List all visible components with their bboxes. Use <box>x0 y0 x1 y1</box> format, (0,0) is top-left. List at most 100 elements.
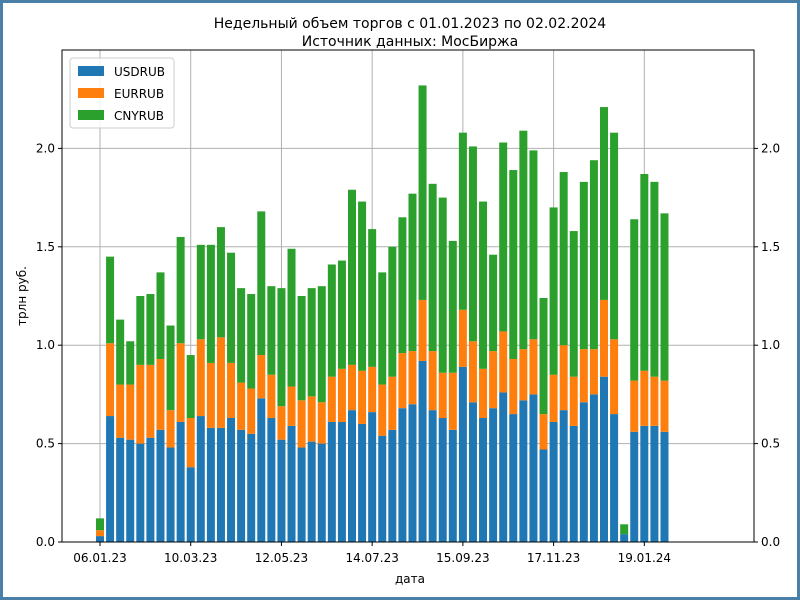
bar-cnyrub-32 <box>418 85 427 300</box>
x-tick-label: 12.05.23 <box>255 551 308 565</box>
bar-usdrub-32 <box>418 360 427 542</box>
bar-usdrub-52 <box>620 534 629 542</box>
bar-eurrub-44 <box>539 414 548 450</box>
y-tick-label-left: 0.5 <box>36 437 55 451</box>
bar-eurrub-41 <box>509 358 518 415</box>
bar-usdrub-28 <box>378 435 387 542</box>
bar-cnyrub-30 <box>398 217 407 354</box>
bar-cnyrub-24 <box>337 260 346 369</box>
bar-eurrub-35 <box>448 372 457 430</box>
legend-label-cnyrub: CNYRUB <box>114 109 164 123</box>
bar-cnyrub-25 <box>348 189 356 365</box>
bar-eurrub-18 <box>277 406 286 440</box>
bar-cnyrub-41 <box>509 170 518 359</box>
bar-eurrub-29 <box>388 376 397 430</box>
bar-usdrub-53 <box>630 431 639 542</box>
bar-eurrub-36 <box>458 309 467 367</box>
bar-usdrub-23 <box>327 421 336 542</box>
bar-usdrub-22 <box>317 443 326 542</box>
bar-eurrub-37 <box>468 341 477 403</box>
bar-eurrub-26 <box>358 370 367 424</box>
bar-eurrub-12 <box>216 337 225 428</box>
bar-cnyrub-31 <box>408 193 417 352</box>
bar-usdrub-41 <box>509 414 518 542</box>
y-tick-label-left: 1.0 <box>36 338 55 352</box>
legend-swatch-cnyrub <box>78 110 104 120</box>
y-tick-label-left: 2.0 <box>36 141 55 155</box>
x-axis-label: дата <box>395 572 425 586</box>
bar-cnyrub-55 <box>650 181 659 377</box>
bar-eurrub-0 <box>96 530 104 537</box>
legend-swatch-usdrub <box>78 66 104 76</box>
bar-eurrub-3 <box>126 384 135 440</box>
axis-ticks: 0.0 0.0 0.5 0.5 1.0 1.0 1.5 1.5 2.0 2.0 06.01.23 10… <box>36 141 780 565</box>
bar-eurrub-19 <box>287 386 296 426</box>
bar-eurrub-25 <box>348 364 356 411</box>
y-tick-label-left: 0.0 <box>36 535 55 549</box>
bar-eurrub-50 <box>600 299 608 377</box>
bar-usdrub-56 <box>660 431 669 542</box>
bar-usdrub-36 <box>458 366 467 542</box>
bar-cnyrub-15 <box>247 294 256 389</box>
bar-eurrub-38 <box>479 368 488 419</box>
bar-cnyrub-13 <box>227 252 236 363</box>
bar-cnyrub-0 <box>96 518 104 531</box>
bar-eurrub-2 <box>116 384 125 438</box>
bar-usdrub-40 <box>499 392 508 542</box>
bar-cnyrub-12 <box>216 227 225 338</box>
x-tick-label: 14.07.23 <box>345 551 398 565</box>
legend-label-eurrub: EURRUB <box>114 87 164 101</box>
bar-cnyrub-27 <box>368 229 377 367</box>
bar-cnyrub-37 <box>468 146 477 342</box>
bar-usdrub-21 <box>307 441 316 542</box>
bar-eurrub-30 <box>398 353 407 409</box>
bar-cnyrub-2 <box>116 319 125 385</box>
bar-cnyrub-43 <box>529 150 538 340</box>
bar-cnyrub-48 <box>579 181 588 350</box>
bar-usdrub-46 <box>559 410 568 542</box>
bar-usdrub-11 <box>206 427 215 542</box>
bar-usdrub-4 <box>136 443 145 542</box>
bar-eurrub-21 <box>307 396 316 442</box>
bar-cnyrub-50 <box>600 107 608 300</box>
plot-area-border <box>61 49 755 543</box>
bar-eurrub-7 <box>166 410 175 448</box>
bar-eurrub-4 <box>136 364 145 444</box>
bar-eurrub-14 <box>237 382 246 430</box>
bar-usdrub-31 <box>408 404 417 542</box>
bar-eurrub-8 <box>176 343 185 422</box>
bar-cnyrub-23 <box>327 264 336 377</box>
bar-eurrub-31 <box>408 351 417 405</box>
bar-eurrub-39 <box>489 351 498 409</box>
bar-eurrub-23 <box>327 376 336 422</box>
bar-cnyrub-26 <box>358 201 367 371</box>
bar-usdrub-54 <box>640 425 649 542</box>
bar-usdrub-33 <box>428 410 437 542</box>
bar-eurrub-53 <box>630 380 639 432</box>
bar-eurrub-11 <box>206 362 215 428</box>
bar-eurrub-47 <box>569 376 578 426</box>
x-tick-label: 17.11.23 <box>527 551 580 565</box>
bar-cnyrub-56 <box>660 213 669 381</box>
bar-eurrub-28 <box>378 384 387 436</box>
bar-cnyrub-36 <box>458 132 467 310</box>
bar-cnyrub-54 <box>640 173 649 371</box>
bar-usdrub-26 <box>358 423 367 542</box>
bar-eurrub-46 <box>559 345 568 411</box>
bar-eurrub-20 <box>297 400 306 448</box>
y-tick-label-right: 0.0 <box>761 535 780 549</box>
x-tick-label: 10.03.23 <box>164 551 217 565</box>
bar-cnyrub-9 <box>186 355 195 419</box>
bar-eurrub-15 <box>247 388 256 434</box>
bar-usdrub-43 <box>529 394 538 542</box>
bar-eurrub-45 <box>549 374 558 422</box>
bar-usdrub-49 <box>589 394 598 542</box>
bar-cnyrub-5 <box>146 294 155 365</box>
bar-eurrub-9 <box>186 418 195 468</box>
y-tick-label-right: 0.5 <box>761 437 780 451</box>
bar-usdrub-44 <box>539 449 548 542</box>
legend-label-usdrub: USDRUB <box>114 65 165 79</box>
bar-usdrub-42 <box>519 400 528 542</box>
bar-cnyrub-47 <box>569 231 578 377</box>
